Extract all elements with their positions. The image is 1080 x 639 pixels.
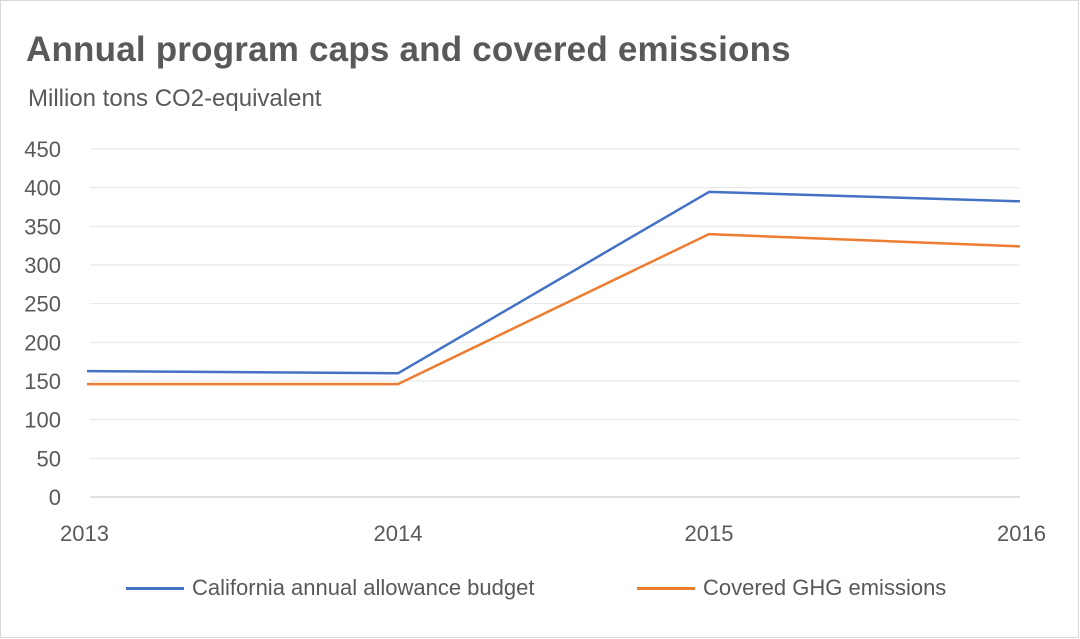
y-tick-label-150: 150 — [24, 369, 61, 394]
x-tick-label-2013: 2013 — [60, 521, 109, 546]
legend-item-covered-emissions: Covered GHG emissions — [637, 575, 946, 601]
x-axis-tick-labels: 2013 2014 2015 2016 — [60, 521, 1046, 546]
plot-area: 0 50 100 150 200 250 300 350 400 450 2013 2014 2015… — [24, 137, 1046, 546]
series-line-1 — [87, 232, 1021, 386]
chart-title: Annual program caps and covered emission… — [26, 30, 791, 69]
legend-swatch-covered-emissions — [637, 586, 695, 590]
y-tick-label-50: 50 — [37, 446, 61, 471]
y-axis-tick-labels: 0 50 100 150 200 250 300 350 400 450 — [24, 137, 61, 510]
legend-item-allowance-budget: California annual allowance budget — [126, 575, 534, 601]
y-tick-label-100: 100 — [24, 408, 61, 433]
x-tick-label-2015: 2015 — [685, 521, 734, 546]
legend: California annual allowance budget Cover… — [0, 575, 1080, 609]
legend-label-covered-emissions: Covered GHG emissions — [703, 575, 947, 600]
legend-swatch-allowance-budget — [126, 586, 184, 590]
gridlines — [90, 148, 1020, 498]
y-tick-label-0: 0 — [49, 485, 61, 510]
series-lines — [86, 190, 1021, 386]
y-tick-label-200: 200 — [24, 330, 61, 355]
y-tick-label-250: 250 — [24, 292, 61, 317]
chart-subtitle: Million tons CO2-equivalent — [28, 85, 322, 112]
y-tick-label-350: 350 — [24, 214, 61, 239]
y-tick-label-400: 400 — [24, 176, 61, 201]
x-tick-label-2014: 2014 — [374, 521, 423, 546]
x-tick-label-2016: 2016 — [997, 521, 1046, 546]
y-tick-label-300: 300 — [24, 253, 61, 278]
series-line-0 — [86, 190, 1021, 375]
y-tick-label-450: 450 — [24, 137, 61, 162]
legend-label-allowance-budget: California annual allowance budget — [192, 575, 535, 600]
